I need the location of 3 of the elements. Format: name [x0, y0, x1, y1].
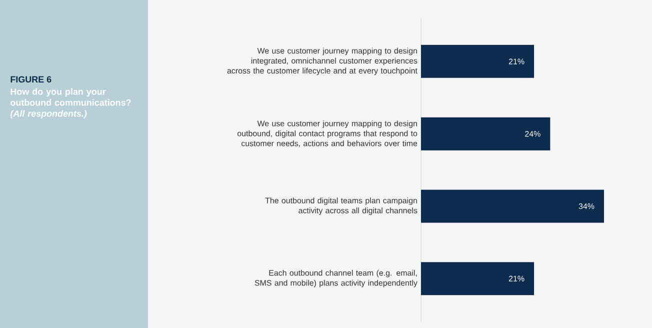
text: (All respondents.) — [10, 110, 87, 118]
text: How do you plan your outbound communications? — [10, 88, 131, 106]
text: FIGURE 6 — [10, 76, 52, 83]
